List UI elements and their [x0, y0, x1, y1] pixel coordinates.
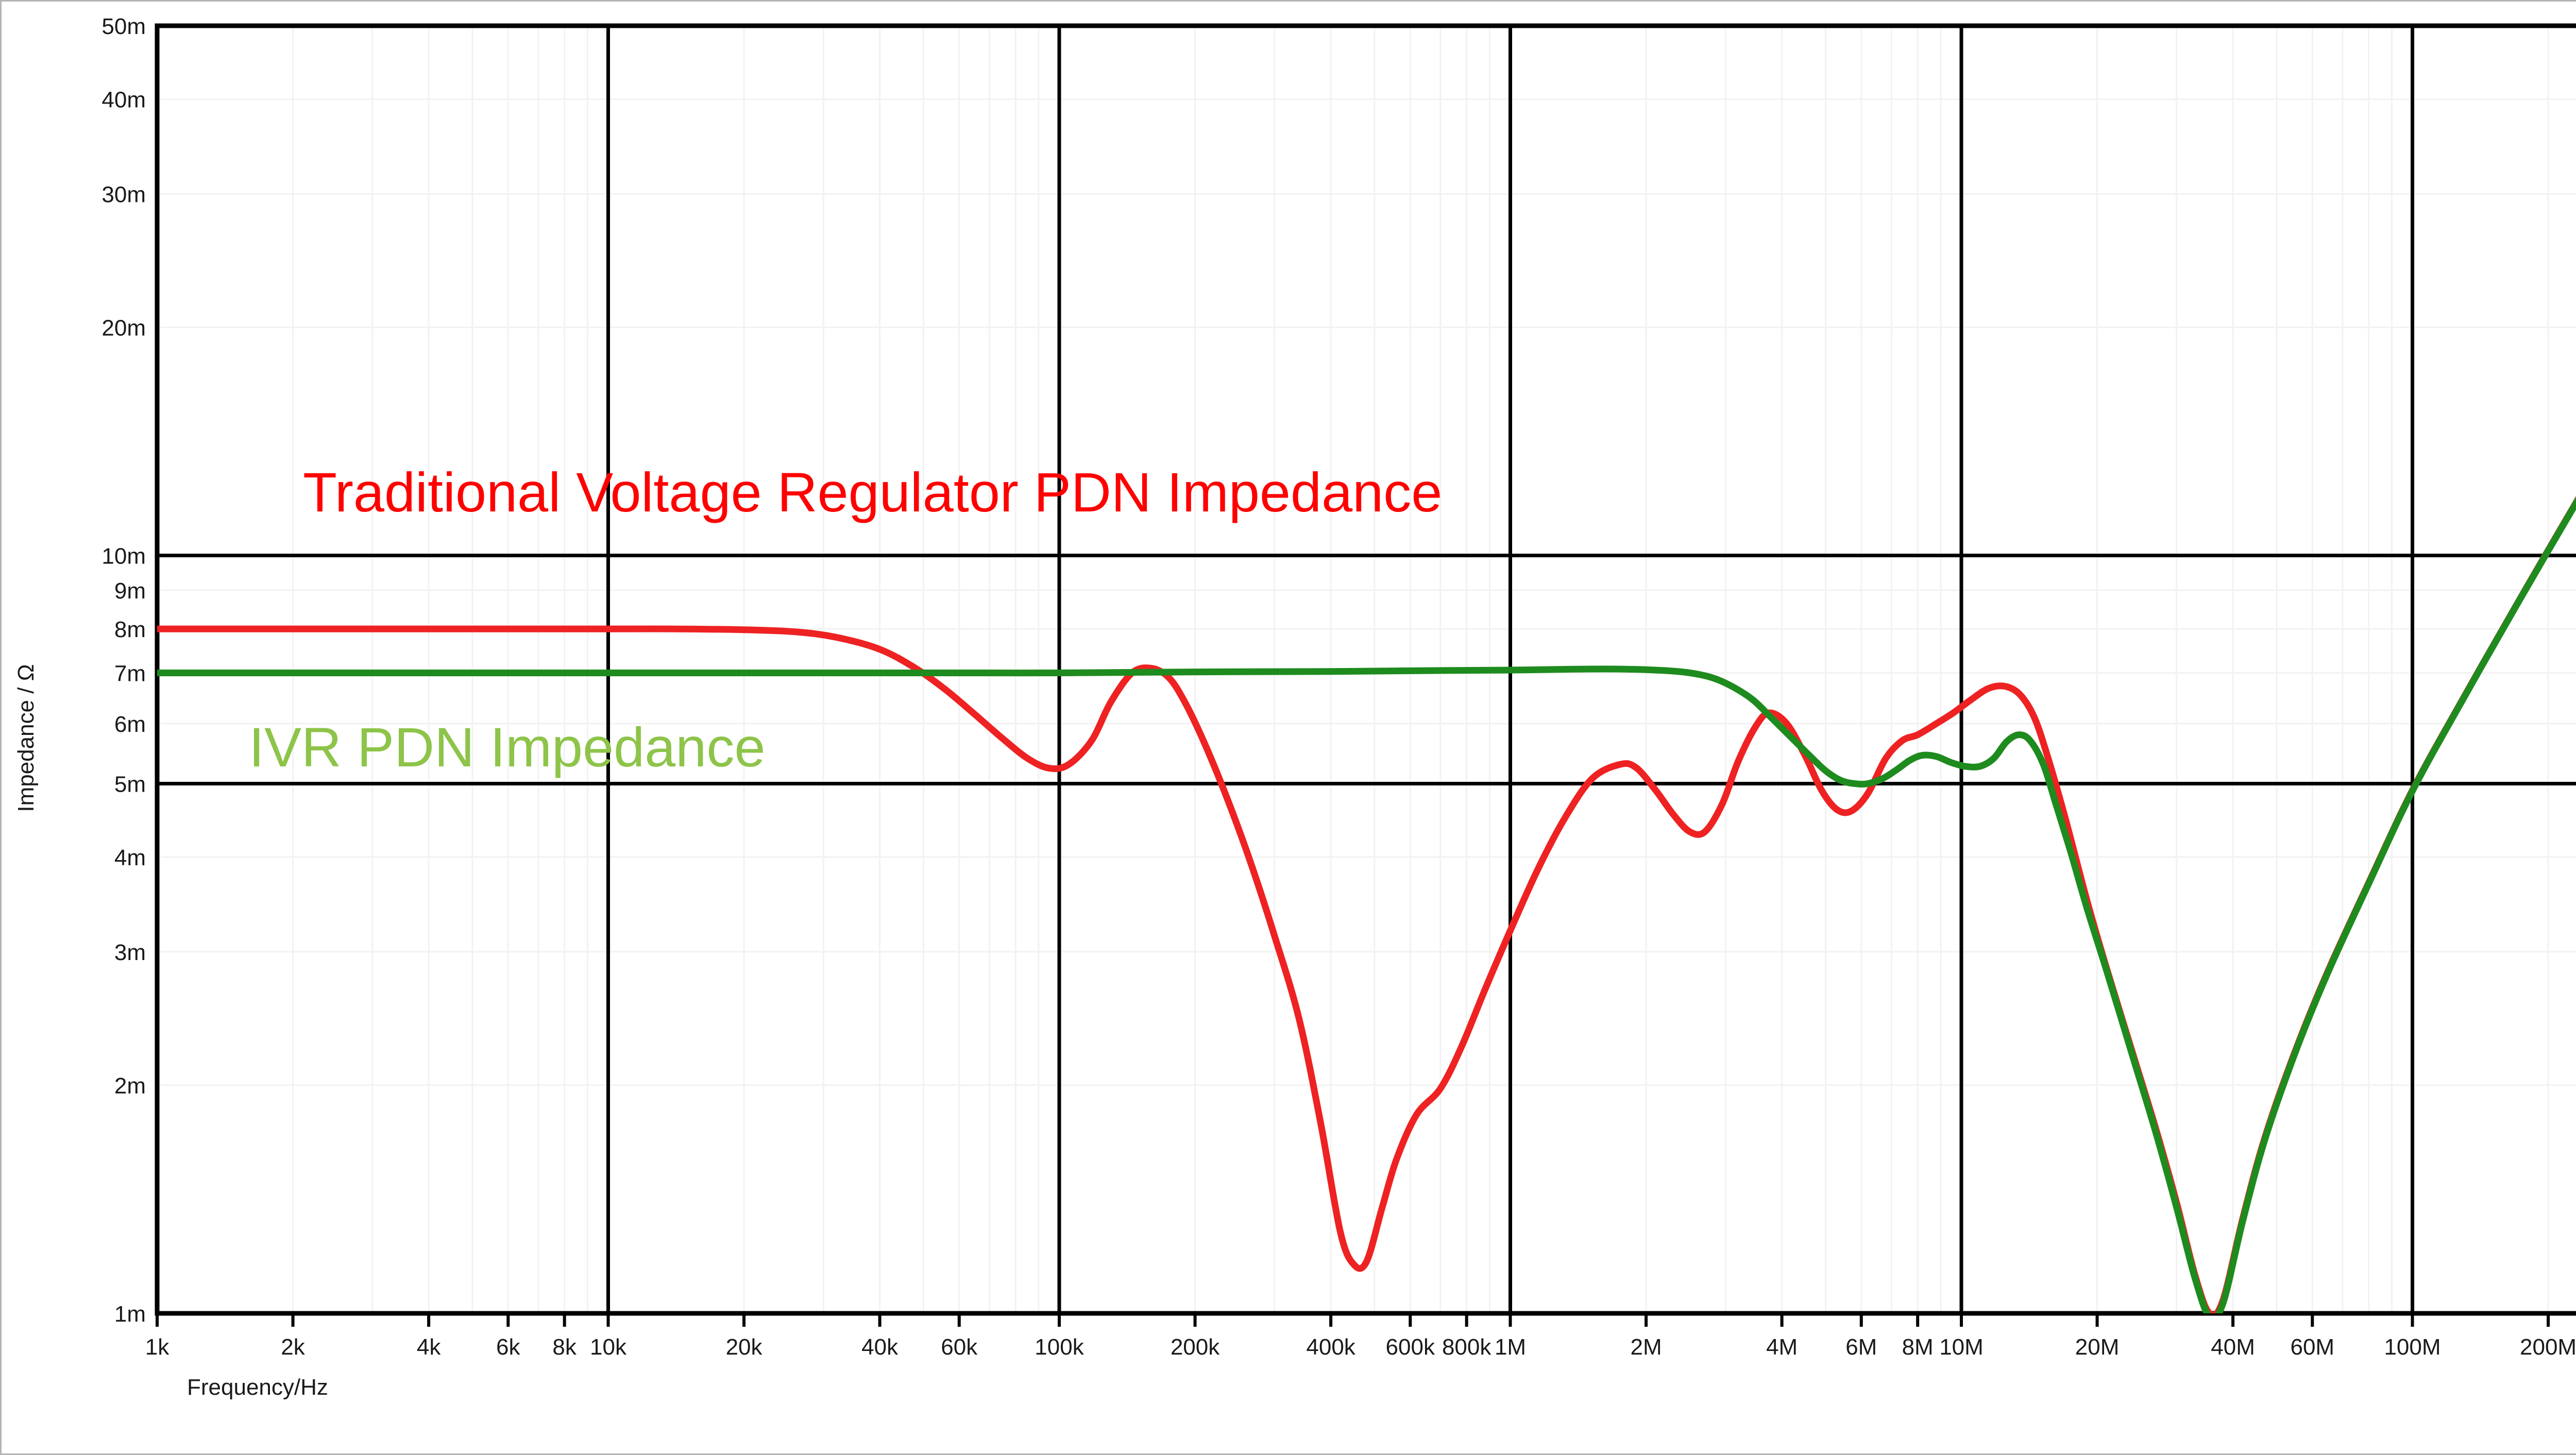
x-tick-label: 2M	[1630, 1334, 1662, 1360]
y-tick-label: 50m	[101, 14, 146, 39]
data-series	[157, 496, 2576, 1313]
x-tick-label: 40k	[861, 1334, 899, 1360]
x-tick-label: 60k	[941, 1334, 978, 1360]
y-tick-label: 8m	[114, 617, 146, 642]
x-tick-label: 100M	[2384, 1334, 2441, 1360]
x-tick-label: 2k	[281, 1334, 305, 1360]
x-tick-label: 1k	[145, 1334, 170, 1360]
traditional-vr-annotation: Traditional Voltage Regulator PDN Impeda…	[303, 461, 1442, 523]
x-tick-label: 10k	[590, 1334, 627, 1360]
x-tick-label: 8k	[552, 1334, 577, 1360]
x-tick-label: 10M	[1939, 1334, 1984, 1360]
y-tick-label: 10m	[101, 544, 146, 569]
y-tick-label: 30m	[101, 182, 146, 207]
y-tick-label: 7m	[114, 661, 146, 686]
y-tick-label: 9m	[114, 578, 146, 604]
x-tick-label: 4k	[417, 1334, 441, 1360]
ivr-annotation: IVR PDN Impedance	[249, 716, 765, 778]
y-axis-tick-labels: 1m 2m 3m 4m 5m 6m 7m 8m 9m 10m 20m 30m 40m 50m	[101, 14, 146, 1327]
x-tick-label: 40M	[2211, 1334, 2255, 1360]
y-tick-label: 40m	[101, 88, 146, 113]
y-tick-label: 4m	[114, 845, 146, 870]
y-tick-label: 5m	[114, 772, 146, 797]
x-tick-label: 60M	[2290, 1334, 2334, 1360]
series-ivr	[157, 497, 2576, 1313]
y-axis-title: Impedance / Ω	[13, 664, 39, 812]
x-tick-label: 100k	[1035, 1334, 1084, 1360]
x-tick-label: 1M	[1495, 1334, 1526, 1360]
x-tick-label: 400k	[1306, 1334, 1355, 1360]
x-tick-label: 6k	[496, 1334, 520, 1360]
y-tick-label: 2m	[114, 1073, 146, 1099]
x-axis-tick-labels: 1k 2k 4k 6k 8k 10k 20k 40k 60k 100k 200k 400k 600k 80…	[145, 1334, 2576, 1360]
x-tick-label: 20M	[2075, 1334, 2120, 1360]
y-tick-label: 1m	[114, 1302, 146, 1327]
x-tick-label: 600k	[1386, 1334, 1435, 1360]
y-tick-label: 3m	[114, 940, 146, 965]
x-tick-label: 800k	[1442, 1334, 1492, 1360]
axis-tick-marks	[156, 1313, 2550, 1327]
x-tick-label: 4M	[1766, 1334, 1798, 1360]
x-axis-title: Frequency/Hz	[187, 1375, 328, 1400]
x-tick-label: 20k	[726, 1334, 763, 1360]
x-tick-label: 200M	[2520, 1334, 2576, 1360]
y-tick-label: 6m	[114, 712, 146, 737]
x-tick-label: 6M	[1845, 1334, 1877, 1360]
x-tick-label: 8M	[1902, 1334, 1934, 1360]
y-tick-label: 20m	[101, 316, 146, 341]
x-tick-label: 200k	[1171, 1334, 1220, 1360]
